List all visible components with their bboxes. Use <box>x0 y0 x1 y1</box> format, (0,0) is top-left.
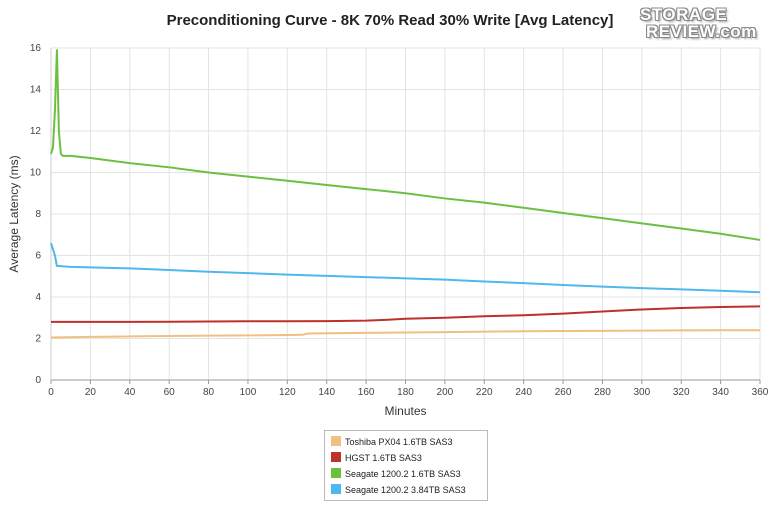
y-tick-label: 4 <box>35 292 41 303</box>
y-tick-label: 12 <box>30 126 42 137</box>
legend-label: HGST 1.6TB SAS3 <box>345 453 422 463</box>
y-tick-label: 10 <box>30 168 42 179</box>
x-tick-label: 260 <box>555 387 572 398</box>
x-axis-label: Minutes <box>384 404 426 418</box>
y-tick-label: 16 <box>30 43 42 54</box>
series-line-toshiba-px04-1-6tb-sas3 <box>50 329 760 339</box>
x-tick-label: 100 <box>240 387 257 398</box>
x-tick-label: 220 <box>476 387 493 398</box>
legend-label: Seagate 1200.2 1.6TB SAS3 <box>345 469 461 479</box>
series-line-hgst-1-6tb-sas3 <box>51 305 761 323</box>
legend-item[interactable]: HGST 1.6TB SAS3 <box>331 451 422 465</box>
x-tick-label: 80 <box>203 387 215 398</box>
logo-line-1: STORAGE <box>640 5 728 24</box>
x-tick-label: 280 <box>594 387 611 398</box>
y-tick-label: 2 <box>35 334 41 345</box>
x-tick-label: 300 <box>633 387 650 398</box>
x-tick-label: 160 <box>358 387 375 398</box>
y-tick-label: 0 <box>35 375 41 386</box>
legend-item[interactable]: Seagate 1200.2 1.6TB SAS3 <box>331 467 461 481</box>
legend-label: Seagate 1200.2 3.84TB SAS3 <box>345 485 466 495</box>
x-tick-label: 340 <box>712 387 729 398</box>
x-tick-label: 0 <box>48 387 54 398</box>
legend: Toshiba PX04 1.6TB SAS3 HGST 1.6TB SAS3 Se… <box>324 430 488 501</box>
axis-labels: Minutes Average Latency (ms) <box>7 155 427 418</box>
x-tick-label: 40 <box>124 387 136 398</box>
x-tick-label: 200 <box>437 387 454 398</box>
legend-item[interactable]: Seagate 1200.2 3.84TB SAS3 <box>331 483 466 497</box>
series-line-seagate-1200-2-1-6tb-sas3 <box>50 49 761 241</box>
legend-item[interactable]: Toshiba PX04 1.6TB SAS3 <box>331 435 453 449</box>
legend-swatch <box>331 436 341 446</box>
x-tick-label: 120 <box>279 387 296 398</box>
y-tick-label: 6 <box>35 251 41 262</box>
legend-label: Toshiba PX04 1.6TB SAS3 <box>345 437 453 447</box>
logo-line-2: REVIEW.com <box>646 22 757 41</box>
storagereview-logo: STORAGE REVIEW.com <box>640 5 770 43</box>
x-tick-label: 20 <box>85 387 97 398</box>
legend-swatch <box>331 484 341 494</box>
series-line-seagate-1200-2-3-84tb-sas3 <box>50 242 761 294</box>
x-tick-label: 180 <box>397 387 414 398</box>
legend-swatch <box>331 468 341 478</box>
y-tick-label: 14 <box>30 85 42 96</box>
x-tick-label: 240 <box>515 387 532 398</box>
series-group <box>50 49 761 339</box>
chart-title: Preconditioning Curve - 8K 70% Read 30% … <box>166 12 614 29</box>
grid <box>51 47 761 380</box>
x-tick-label: 320 <box>673 387 690 398</box>
legend-swatch <box>331 452 341 462</box>
x-tick-label: 60 <box>164 387 176 398</box>
x-tick-label: 140 <box>318 387 335 398</box>
y-tick-label: 8 <box>35 209 41 220</box>
x-tick-label: 360 <box>752 387 769 398</box>
y-axis-label: Average Latency (ms) <box>7 155 21 272</box>
